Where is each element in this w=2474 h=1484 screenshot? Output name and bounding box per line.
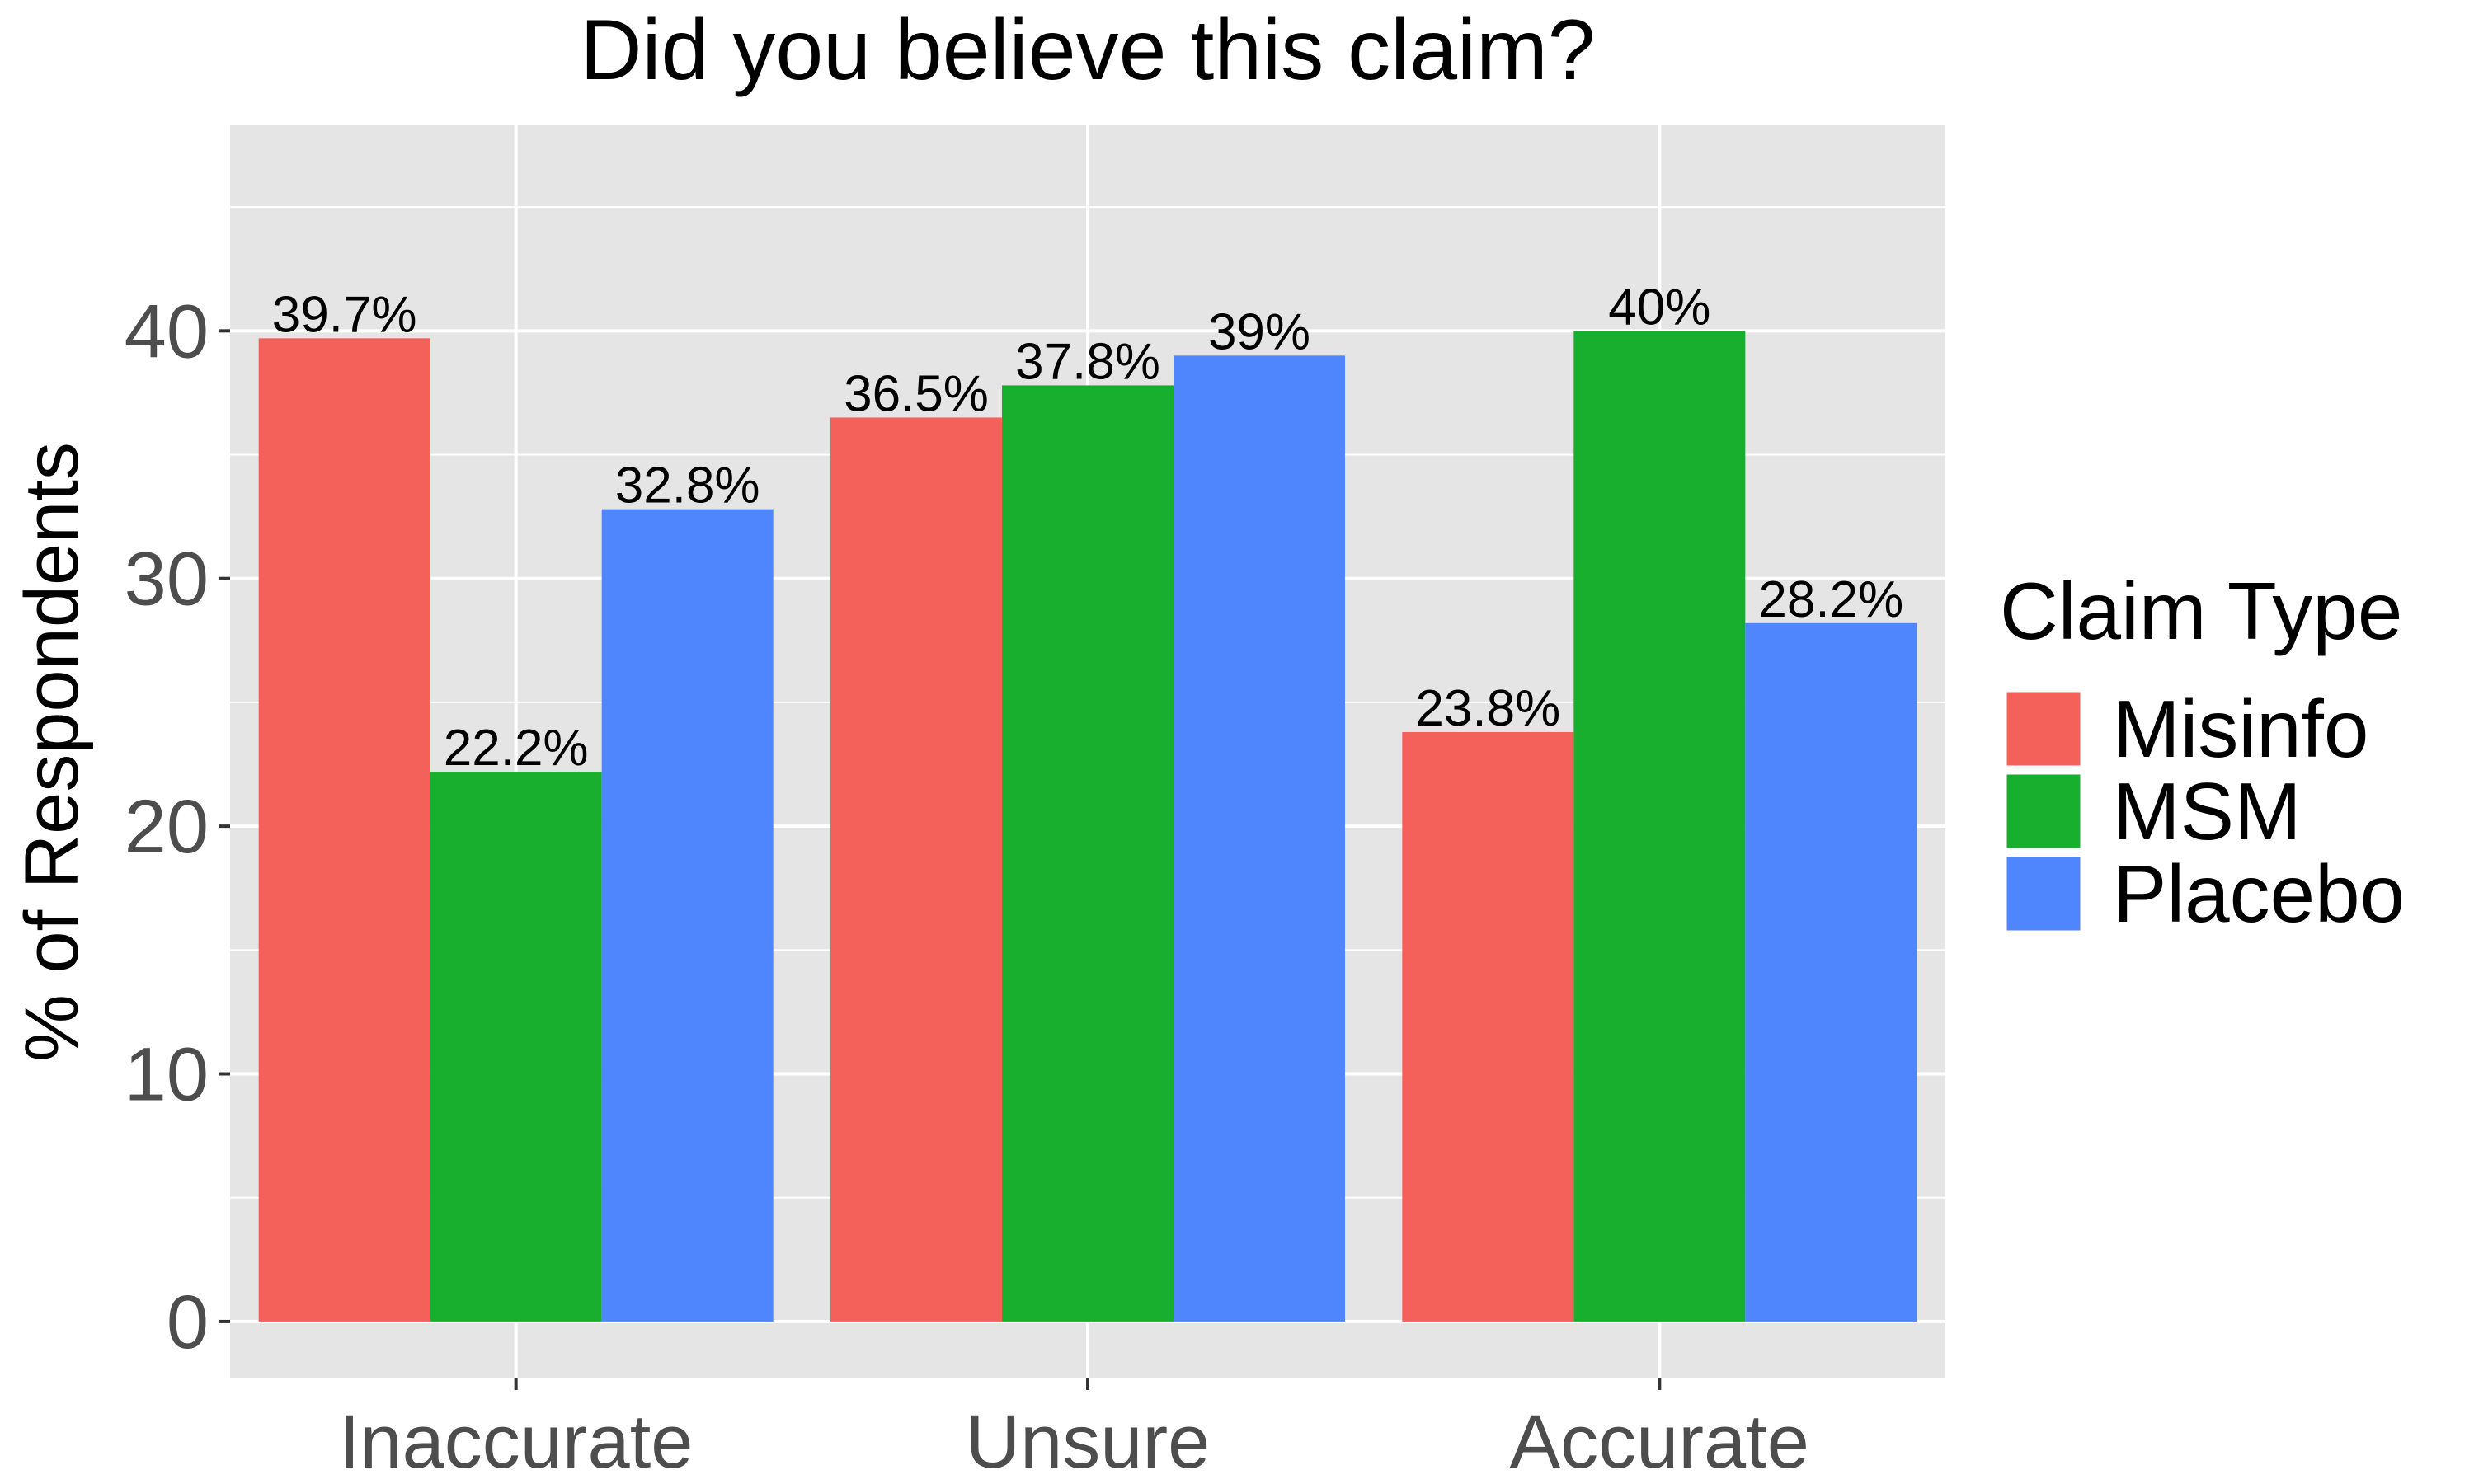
bar-msm-accurate [1573,331,1746,1322]
y-tick-label: 10 [125,1033,209,1117]
legend-label-misinfo: Misinfo [2113,683,2368,774]
legend-label-placebo: Placebo [2113,848,2405,939]
data-label: 40% [1608,279,1710,336]
legend-key-misinfo [2004,689,2083,768]
data-label: 23.8% [1415,680,1560,737]
x-tick-label: Accurate [1510,1400,1809,1484]
legend-title: Claim Type [2000,566,2402,656]
y-tick-label: 30 [125,538,209,622]
y-axis: 0 10 20 30 40 [125,289,230,1364]
bar-msm-unsure [1002,385,1174,1322]
chart-title: Did you believe this claim? [580,2,1595,98]
y-axis-title: % of Respondents [10,442,94,1062]
bar-misinfo-inaccurate [258,338,430,1322]
bar-placebo-accurate [1745,622,1917,1322]
bar-misinfo-accurate [1402,731,1574,1322]
bars-group [258,331,1917,1322]
bar-placebo-inaccurate [601,509,774,1322]
y-tick-label: 20 [125,785,209,869]
data-labels-group: 39.7% 36.5% 23.8% 22.2% 37.8% 40% 32.8% 39% 28.2… [272,279,1903,777]
data-label: 28.2% [1758,571,1903,628]
y-tick-label: 40 [125,289,209,373]
legend-label-msm: MSM [2113,766,2302,857]
x-tick-label: Inaccurate [339,1400,694,1484]
x-axis: Inaccurate Unsure Accurate [339,1378,1809,1484]
legend-key-placebo [2004,854,2083,933]
data-label: 37.8% [1015,333,1160,390]
bar-msm-inaccurate [430,772,602,1322]
bar-misinfo-unsure [830,417,1002,1322]
legend-key-msm [2004,772,2083,851]
x-tick-label: Unsure [966,1400,1211,1484]
data-label: 36.5% [844,365,989,422]
data-label: 39% [1208,303,1310,360]
bar-placebo-unsure [1174,355,1345,1322]
data-label: 39.7% [272,286,417,343]
data-label: 32.8% [615,458,760,514]
y-tick-label: 0 [167,1280,209,1364]
data-label: 22.2% [444,720,589,777]
